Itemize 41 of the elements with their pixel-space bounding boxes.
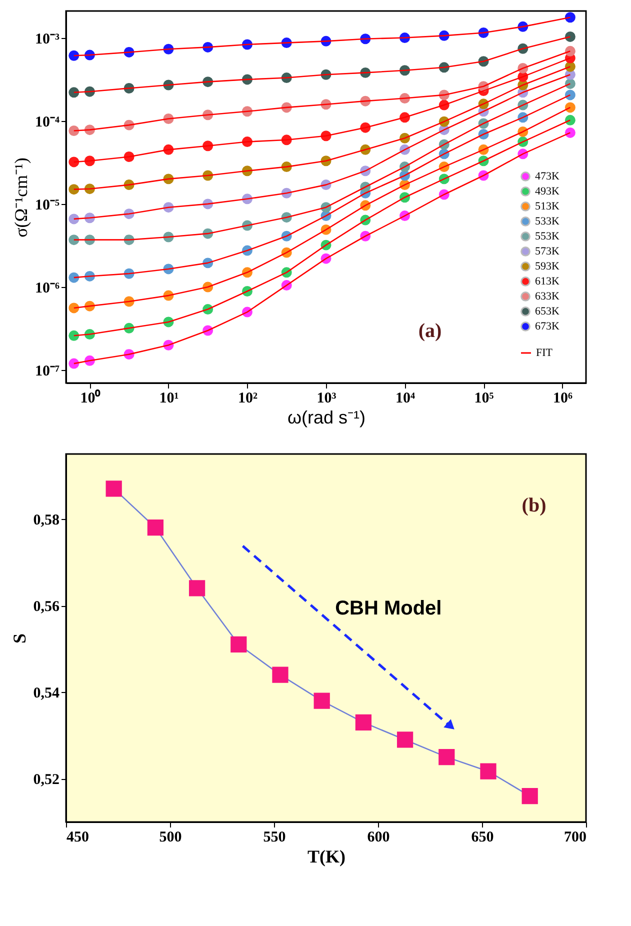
legend-label: 513K [535, 200, 560, 212]
x-tick-label: 450 [66, 830, 89, 846]
y-tick-label: 10⁻⁵ [35, 197, 60, 214]
y-axis-title: S [9, 633, 30, 644]
legend-label: 613K [535, 275, 560, 288]
annotation: (b) [522, 494, 546, 517]
y-tick-label: 0,56 [33, 599, 60, 616]
y-tick-label: 10⁻⁶ [35, 280, 60, 297]
legend-label: 593K [535, 260, 560, 272]
x-tick-label: 500 [159, 830, 182, 846]
x-tick-label: 10¹ [159, 390, 179, 406]
legend-label: 533K [535, 215, 560, 228]
x-tick-label: 10⁴ [396, 390, 416, 406]
x-axis-title: T(K) [308, 846, 346, 866]
y-tick-label: 0,58 [33, 512, 60, 528]
legend-label: 493K [535, 185, 560, 198]
annotation: (a) [418, 320, 442, 342]
annotation: CBH Model [335, 598, 442, 620]
legend-label: 553K [535, 230, 560, 242]
x-tick-label: 700 [564, 830, 586, 846]
x-tick-label: 600 [367, 830, 390, 846]
y-tick-label: 10⁻⁷ [35, 364, 60, 380]
legend-label: 653K [535, 305, 560, 318]
legend-label: 673K [535, 320, 560, 332]
legend-label: 473K [535, 170, 560, 182]
y-tick-label: 10⁻⁴ [35, 114, 60, 130]
y-tick-label: 0,52 [33, 772, 60, 788]
x-axis-title: ω(rad s⁻¹) [287, 408, 366, 428]
x-tick-label: 550 [263, 830, 286, 846]
x-tick-label: 10⁶ [553, 390, 574, 406]
x-tick-label: 10⁰ [80, 388, 102, 406]
y-tick-label: 10⁻³ [35, 31, 60, 48]
x-tick-label: 650 [471, 830, 494, 846]
legend-label: 633K [535, 290, 560, 302]
legend-label: 573K [535, 245, 560, 258]
y-tick-label: 0,54 [33, 686, 60, 702]
legend-label: FIT [536, 346, 553, 359]
y-axis-title: σ(Ω⁻¹cm⁻¹) [11, 158, 32, 238]
x-tick-label: 10³ [316, 390, 337, 406]
x-tick-label: 10⁵ [474, 390, 494, 406]
x-tick-label: 10² [238, 390, 258, 406]
